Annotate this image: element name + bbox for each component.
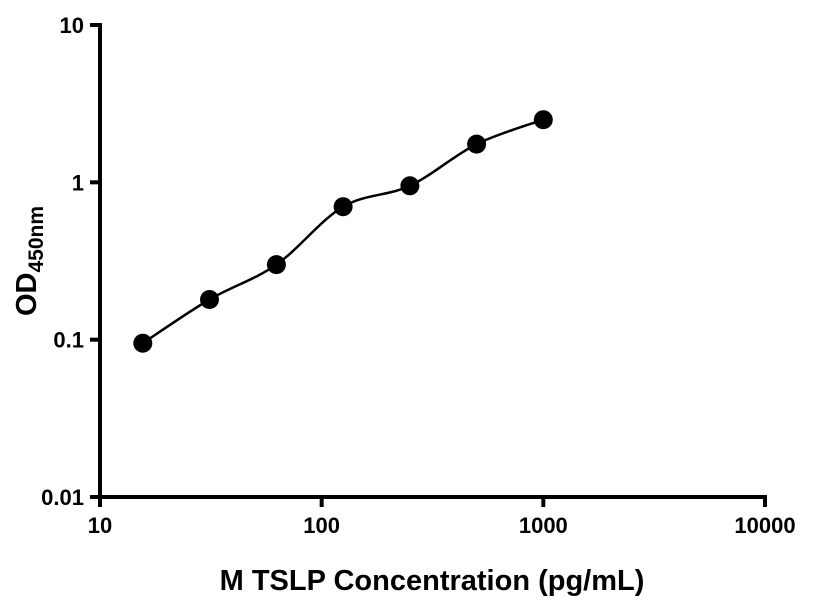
data-point — [266, 255, 286, 275]
x-axis-title: M TSLP Concentration (pg/mL) — [220, 565, 645, 597]
y-axis-title: OD450nm — [11, 206, 48, 316]
data-point — [133, 333, 153, 353]
y-tick-label: 10 — [60, 13, 84, 38]
y-axis-title-main: OD — [11, 273, 43, 317]
y-tick-label: 1 — [72, 170, 84, 195]
standard-curve-line — [142, 118, 544, 345]
data-point — [333, 197, 353, 217]
x-tick-label: 1000 — [519, 513, 568, 538]
x-tick-label: 10 — [88, 513, 112, 538]
data-point — [467, 134, 487, 154]
y-tick-label: 0.1 — [53, 328, 84, 353]
plot-area: 10 100 1000 10000 10 1 0.1 0.01 — [41, 13, 795, 538]
axes — [98, 23, 767, 499]
data-point — [533, 110, 553, 130]
data-point — [200, 290, 219, 309]
x-tick-label: 10000 — [734, 513, 795, 538]
y-axis-title-subscript: 450nm — [25, 206, 48, 273]
x-tick-label: 100 — [303, 513, 340, 538]
data-point — [400, 176, 420, 196]
y-tick-label: 0.01 — [41, 485, 84, 510]
